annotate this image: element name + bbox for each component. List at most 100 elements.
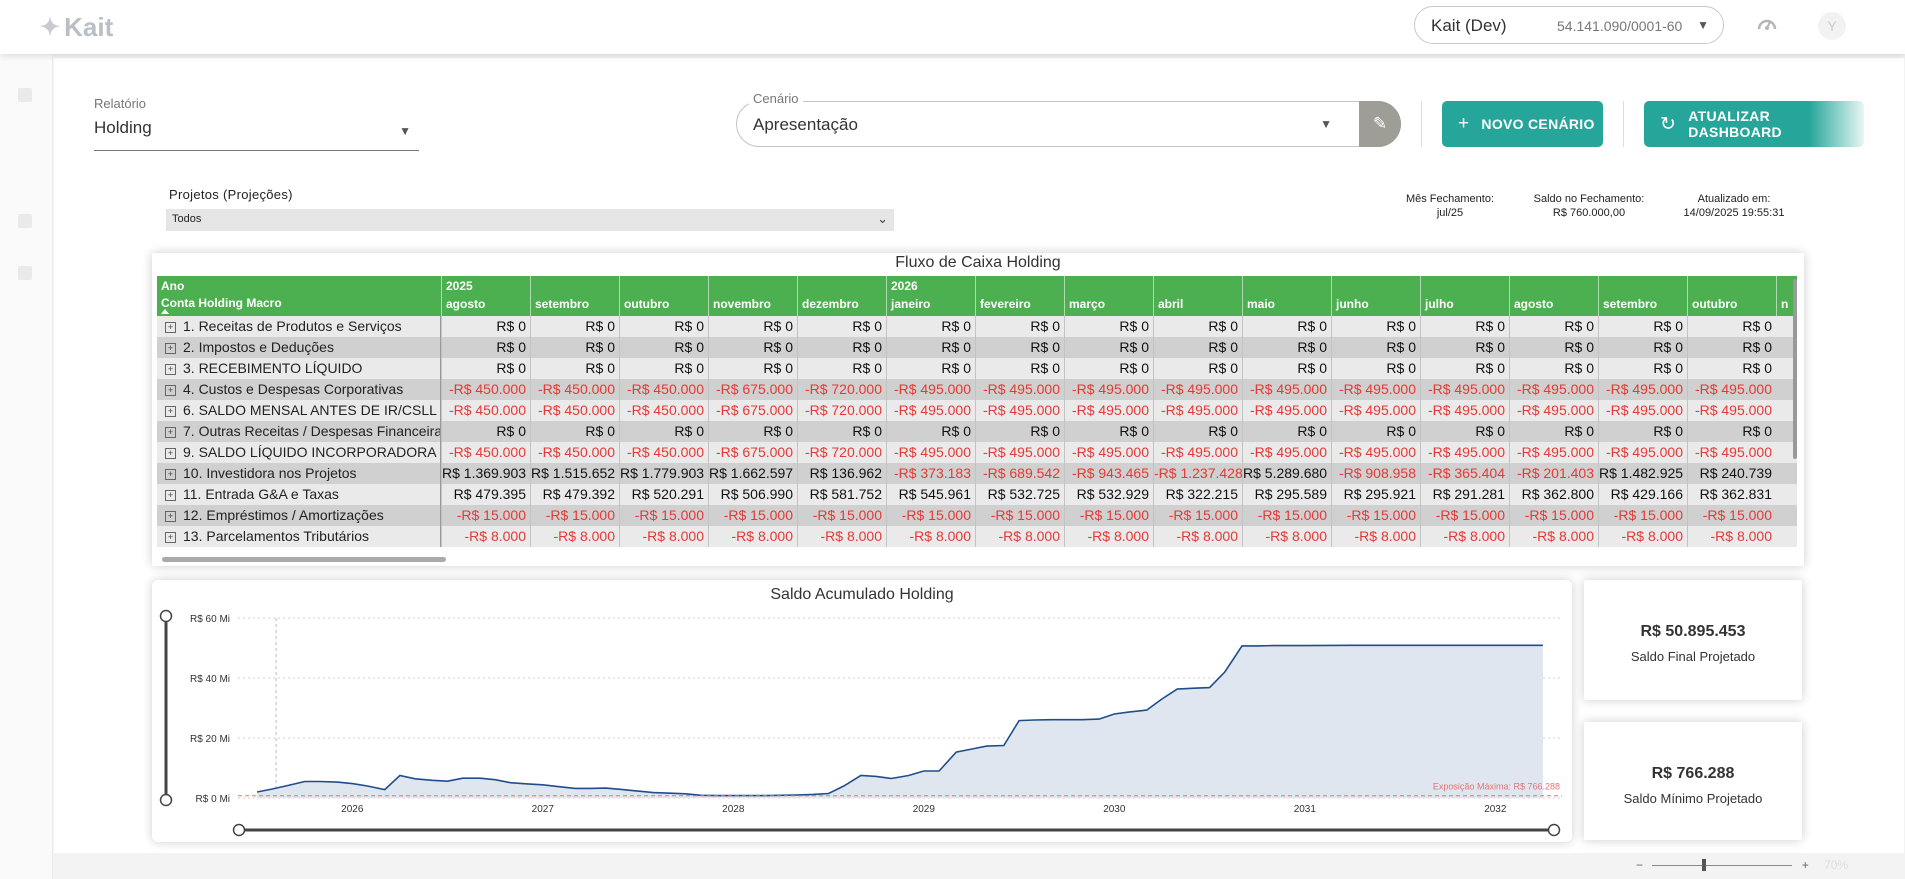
row-label[interactable]: +2. Impostos e Deduções	[157, 337, 441, 358]
table-cell: R$ 0	[530, 337, 619, 358]
horizontal-scrollbar[interactable]	[162, 557, 446, 562]
kpi-saldo-final-card: R$ 50.895.453 Saldo Final Projetado	[1584, 580, 1802, 700]
novo-cenario-button[interactable]: + NOVO CENÁRIO	[1442, 101, 1603, 147]
table-cell: -R$ 450.000	[441, 379, 530, 400]
horizontal-range-handle-left[interactable]	[232, 823, 246, 837]
row-label-text: 10. Investidora nos Projetos	[183, 465, 357, 481]
zoom-slider[interactable]	[1652, 859, 1793, 872]
table-cell: R$ 0	[1687, 316, 1776, 337]
header-month[interactable]: outubro	[619, 276, 708, 316]
expand-icon[interactable]: +	[165, 511, 176, 522]
table-cell: -R$ 495.000	[1153, 442, 1242, 463]
app-logo[interactable]: ✦ Kait	[40, 12, 113, 43]
row-label[interactable]: +1. Receitas de Produtos e Serviços	[157, 316, 441, 337]
dashboard-gauge-icon[interactable]	[1756, 14, 1778, 36]
cenario-select[interactable]: Cenário Apresentação ▼ ✎	[736, 91, 1401, 147]
expand-icon[interactable]: +	[165, 490, 176, 501]
row-label[interactable]: +7. Outras Receitas / Despesas Financeir…	[157, 421, 441, 442]
header-month[interactable]: setembro	[1598, 276, 1687, 316]
table-cell: R$ 0	[1242, 316, 1331, 337]
table-title: Fluxo de Caixa Holding	[895, 254, 1061, 271]
avatar[interactable]: Y	[1818, 12, 1846, 40]
atualizar-dashboard-label: ATUALIZAR DASHBOARD	[1688, 108, 1782, 140]
table-cell: R$ 0	[797, 337, 886, 358]
header-month[interactable]: n	[1776, 276, 1797, 316]
table-cell: -R$ 201.403	[1509, 463, 1598, 484]
header-month-label: maio	[1247, 297, 1276, 311]
expand-icon[interactable]: +	[165, 364, 176, 375]
expand-icon[interactable]: +	[165, 532, 176, 543]
header-conta[interactable]: Conta Holding Macro	[161, 296, 282, 310]
header-month[interactable]: 2025 agosto	[441, 276, 530, 316]
chart-title: Saldo Acumulado Holding	[770, 586, 954, 603]
table-cell: -R$ 495.000	[1420, 442, 1509, 463]
table-cell: R$ 0	[708, 421, 797, 442]
header-month[interactable]: fevereiro	[975, 276, 1064, 316]
header-month[interactable]: novembro	[708, 276, 797, 316]
company-name: Kait (Dev)	[1431, 16, 1507, 35]
row-label[interactable]: +9. SALDO LÍQUIDO INCORPORADORA	[157, 442, 441, 463]
expand-icon[interactable]: +	[165, 322, 176, 333]
table-cell: R$ 0	[1687, 358, 1776, 379]
nav-icon-grid[interactable]	[18, 266, 32, 280]
header-month[interactable]: julho	[1420, 276, 1509, 316]
vertical-range-handle-top[interactable]	[159, 609, 173, 623]
row-label[interactable]: +4. Custos e Despesas Corporativas	[157, 379, 441, 400]
table-cell: R$ 5.289.680	[1242, 463, 1331, 484]
table-cell: -R$ 8.000	[797, 526, 886, 547]
header-ano[interactable]: Ano	[161, 279, 185, 293]
expand-icon[interactable]: +	[165, 385, 176, 396]
vertical-range-handle-bottom[interactable]	[159, 793, 173, 807]
table-cell: -R$ 495.000	[1064, 442, 1153, 463]
table-cell: R$ 0	[1331, 316, 1420, 337]
kpi-mes-fechamento: Mês Fechamento: jul/25	[1400, 192, 1500, 220]
header-month[interactable]: 2026 janeiro	[886, 276, 975, 316]
expand-icon[interactable]: +	[165, 427, 176, 438]
table-cell: -R$ 495.000	[1687, 379, 1776, 400]
header-month[interactable]: agosto	[1509, 276, 1598, 316]
zoom-control[interactable]: − + 70%	[1636, 858, 1848, 872]
table-cell: -R$ 675.000	[708, 379, 797, 400]
kpi-label: Mês Fechamento:	[1405, 193, 1495, 205]
sort-up-icon[interactable]	[161, 309, 169, 314]
row-label[interactable]: +11. Entrada G&A e Taxas	[157, 484, 441, 505]
table-cell: -R$ 15.000	[1242, 505, 1331, 526]
zoom-out-icon[interactable]: −	[1636, 858, 1644, 872]
header-month[interactable]: maio	[1242, 276, 1331, 316]
row-label[interactable]: +6. SALDO MENSAL ANTES DE IR/CSLL	[157, 400, 441, 421]
row-label[interactable]: +13. Parcelamentos Tributários	[157, 526, 441, 547]
header-month[interactable]: junho	[1331, 276, 1420, 316]
table-cell: -R$ 450.000	[530, 442, 619, 463]
projetos-select[interactable]: Todos ⌄	[166, 209, 894, 231]
x-tick-label: 2029	[913, 804, 936, 815]
header-month[interactable]: dezembro	[797, 276, 886, 316]
horizontal-range-handle-right[interactable]	[1547, 823, 1561, 837]
nav-icon-calendar[interactable]	[18, 214, 32, 228]
row-label[interactable]: +3. RECEBIMENTO LÍQUIDO	[157, 358, 441, 379]
relatorio-select[interactable]: Holding ▼	[94, 118, 419, 151]
edit-cenario-button[interactable]: ✎	[1359, 101, 1401, 147]
header-month[interactable]: março	[1064, 276, 1153, 316]
table-cell: R$ 0	[441, 316, 530, 337]
expand-icon[interactable]: +	[165, 469, 176, 480]
pencil-icon: ✎	[1372, 114, 1388, 133]
company-selector[interactable]: Kait (Dev) 54.141.090/0001-60 ▼	[1414, 6, 1724, 44]
table-cell: R$ 240.739	[1687, 463, 1776, 484]
row-label[interactable]: +12. Empréstimos / Amortizações	[157, 505, 441, 526]
header-month[interactable]: setembro	[530, 276, 619, 316]
table-cell: -R$ 8.000	[619, 526, 708, 547]
x-tick-label: 2032	[1484, 804, 1507, 815]
expand-icon[interactable]: +	[165, 343, 176, 354]
zoom-in-icon[interactable]: +	[1801, 858, 1809, 872]
zoom-slider-handle[interactable]	[1702, 859, 1707, 872]
fluxo-caixa-table: Fluxo de Caixa Holding Ano Conta Holding…	[152, 253, 1804, 566]
menu-icon[interactable]	[18, 88, 32, 102]
header-month[interactable]: outubro	[1687, 276, 1776, 316]
atualizar-dashboard-button[interactable]: ↻ ATUALIZAR DASHBOARD	[1644, 101, 1864, 147]
expand-icon[interactable]: +	[165, 448, 176, 459]
header-month[interactable]: abril	[1153, 276, 1242, 316]
vertical-scrollbar[interactable]	[1793, 279, 1797, 459]
row-label[interactable]: +10. Investidora nos Projetos	[157, 463, 441, 484]
expand-icon[interactable]: +	[165, 406, 176, 417]
relatorio-label: Relatório	[94, 96, 147, 111]
